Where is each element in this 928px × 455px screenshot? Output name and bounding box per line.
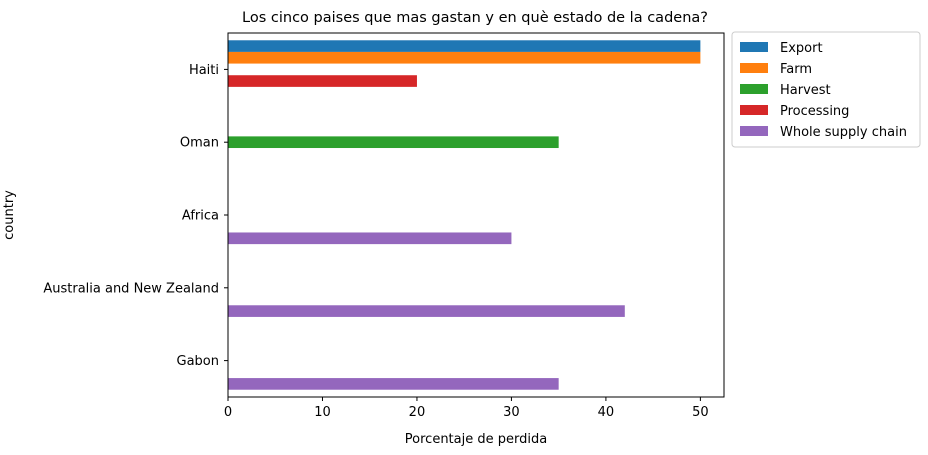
x-tick-label: 10 <box>314 405 331 420</box>
legend-swatch-processing <box>740 105 768 115</box>
x-axis: 0 10 20 30 40 50 <box>224 397 709 420</box>
x-tick-label: 50 <box>692 405 709 420</box>
legend-label-processing: Processing <box>780 104 849 119</box>
bar-australia-and-new-zealand-whole-supply-chain <box>228 305 625 317</box>
legend-swatch-whole-supply-chain <box>740 126 768 136</box>
legend-label-whole-supply-chain: Whole supply chain <box>780 125 907 140</box>
legend-swatch-export <box>740 42 768 52</box>
y-tick-label: Africa <box>182 209 219 224</box>
legend-swatch-farm <box>740 63 768 73</box>
x-tick-label: 30 <box>503 405 520 420</box>
bars-layer <box>228 40 701 390</box>
x-tick-label: 20 <box>409 405 426 420</box>
legend: Export Farm Harvest Processing Whole supply … <box>731 31 921 148</box>
y-axis-label: country <box>2 190 17 240</box>
y-tick-label: Haiti <box>189 63 219 78</box>
legend-frame <box>731 31 921 148</box>
bar-haiti-export <box>228 40 701 52</box>
bar-haiti-processing <box>228 75 417 87</box>
bar-gabon-whole-supply-chain <box>228 378 559 390</box>
x-axis-label: Porcentaje de perdida <box>405 432 547 447</box>
y-axis: Haiti Oman Africa Australia and New Zealand… <box>43 63 228 369</box>
bar-oman-harvest <box>228 136 559 149</box>
chart-title: Los cinco paises que mas gastan y en què… <box>242 10 708 26</box>
bar-haiti-farm <box>228 51 701 64</box>
y-tick-label: Oman <box>180 136 219 151</box>
x-tick-label: 40 <box>598 405 615 420</box>
legend-label-harvest: Harvest <box>780 83 831 98</box>
bar-africa-whole-supply-chain <box>228 232 512 245</box>
legend-label-farm: Farm <box>780 62 812 77</box>
y-tick-label: Australia and New Zealand <box>43 281 219 296</box>
y-tick-label: Gabon <box>177 354 220 369</box>
plot-frame <box>227 32 725 398</box>
x-tick-label: 0 <box>224 405 232 420</box>
legend-swatch-harvest <box>740 84 768 94</box>
legend-label-export: Export <box>780 41 823 56</box>
